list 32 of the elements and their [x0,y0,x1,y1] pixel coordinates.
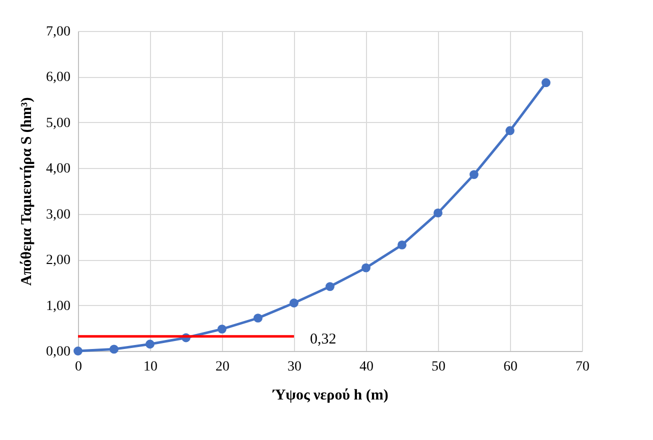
point [542,78,550,88]
x-tick-label: 50 [432,360,446,374]
x-tick-label: 30 [288,360,302,374]
y-tick-label: 6,00 [46,70,70,86]
point [362,263,370,272]
y-axis-title: Απόθεμα Ταμιευτήρα S (hm³) [19,97,35,286]
y-tick-label: 1,00 [46,298,70,314]
x-tick-label: 70 [576,360,590,374]
x-tick-label: 60 [504,360,518,374]
point [506,126,514,136]
x-tick-label: 0 [75,360,82,374]
y-tick-label: 5,00 [46,116,70,131]
point [146,340,154,349]
x-tick-label: 20 [216,360,230,374]
y-tick-label: 2,00 [46,253,70,268]
point [434,208,442,218]
x-tick-label: 10 [144,360,158,374]
point [290,298,298,308]
point [398,240,406,250]
point [470,170,478,180]
y-tick-label: 3,00 [46,207,70,222]
point [326,282,334,292]
point [74,346,82,356]
y-tick-label: 0,00 [46,344,70,360]
point [218,324,226,334]
x-tick-label: 40 [360,360,374,374]
x-axis-title: Ύψος νερού h (m) [272,388,388,404]
annotation: 0,32 [310,331,336,348]
y-tick-label: 4,00 [46,162,70,177]
y-tick-label: 7,00 [46,24,70,40]
point [110,344,118,354]
point [254,314,262,323]
